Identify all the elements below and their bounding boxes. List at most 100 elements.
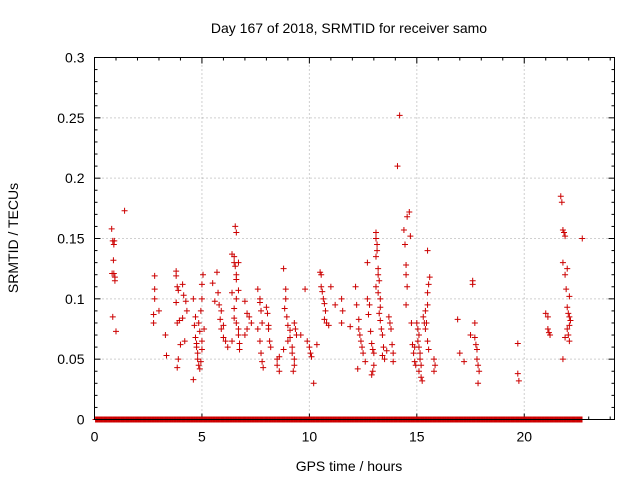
data-point bbox=[424, 247, 431, 254]
data-point bbox=[566, 293, 573, 300]
data-point bbox=[198, 338, 205, 345]
data-point bbox=[318, 271, 325, 278]
data-point bbox=[406, 208, 413, 215]
data-point bbox=[108, 225, 115, 232]
data-point bbox=[313, 341, 320, 348]
data-point bbox=[369, 368, 376, 375]
data-point bbox=[322, 307, 329, 314]
data-point bbox=[471, 334, 478, 341]
data-point bbox=[266, 338, 273, 345]
data-point bbox=[386, 319, 393, 326]
data-point bbox=[290, 368, 297, 375]
data-point bbox=[418, 374, 425, 381]
data-point bbox=[415, 332, 422, 339]
data-point bbox=[259, 319, 266, 326]
data-point bbox=[180, 292, 187, 299]
data-point bbox=[431, 368, 438, 375]
data-point bbox=[183, 307, 190, 314]
data-point bbox=[408, 319, 415, 326]
data-point bbox=[476, 368, 483, 375]
data-point bbox=[284, 338, 291, 345]
data-point bbox=[366, 301, 373, 308]
y-tick-label: 0.25 bbox=[57, 110, 84, 126]
data-point bbox=[364, 295, 371, 302]
data-point bbox=[200, 271, 207, 278]
data-point bbox=[179, 315, 186, 322]
data-point bbox=[194, 356, 201, 363]
data-point bbox=[404, 213, 411, 220]
data-point bbox=[353, 301, 360, 308]
x-tick-label: 10 bbox=[302, 429, 318, 445]
data-point bbox=[388, 326, 395, 332]
data-point bbox=[356, 332, 363, 339]
data-point bbox=[562, 334, 569, 341]
data-point bbox=[338, 319, 345, 326]
x-axis-ticks: 0 5 10 15 20 bbox=[91, 57, 611, 445]
data-point bbox=[233, 276, 240, 283]
data-point bbox=[390, 358, 397, 365]
data-point bbox=[297, 332, 304, 339]
data-point bbox=[121, 207, 128, 214]
data-point bbox=[197, 307, 204, 314]
x-tick-label: 15 bbox=[409, 429, 425, 445]
data-point bbox=[355, 326, 362, 332]
data-point bbox=[360, 350, 367, 357]
data-point bbox=[389, 341, 396, 348]
data-point bbox=[241, 332, 248, 339]
data-point bbox=[280, 346, 287, 353]
data-point bbox=[420, 313, 427, 320]
data-point bbox=[198, 295, 205, 302]
data-point bbox=[403, 301, 410, 308]
data-point bbox=[368, 371, 375, 378]
data-point bbox=[181, 338, 188, 345]
data-point bbox=[562, 271, 569, 278]
data-point bbox=[291, 319, 298, 326]
data-point bbox=[112, 328, 119, 335]
data-point bbox=[308, 353, 315, 360]
data-point bbox=[370, 350, 377, 357]
data-point bbox=[325, 322, 332, 329]
data-point bbox=[229, 338, 236, 345]
data-point bbox=[321, 300, 328, 307]
data-point bbox=[173, 272, 180, 279]
data-point bbox=[267, 344, 274, 351]
data-point bbox=[377, 317, 384, 324]
data-point bbox=[359, 344, 366, 351]
data-point bbox=[224, 344, 231, 351]
data-point bbox=[473, 356, 480, 363]
data-point bbox=[174, 283, 181, 290]
data-point bbox=[175, 356, 182, 363]
data-point bbox=[244, 326, 251, 332]
data-point bbox=[222, 338, 229, 345]
data-point bbox=[190, 376, 197, 383]
chart-title: Day 167 of 2018, SRMTID for receiver sam… bbox=[211, 20, 487, 36]
data-point bbox=[380, 344, 387, 351]
data-point bbox=[394, 163, 401, 170]
data-point bbox=[258, 307, 265, 314]
data-point bbox=[364, 259, 371, 266]
data-point bbox=[163, 352, 170, 359]
data-point bbox=[411, 358, 418, 365]
data-point bbox=[558, 199, 565, 206]
data-point bbox=[191, 322, 198, 329]
y-tick-label: 0.15 bbox=[57, 231, 84, 247]
data-point bbox=[377, 304, 384, 311]
x-tick-label: 20 bbox=[516, 429, 532, 445]
data-point bbox=[173, 299, 180, 306]
data-point bbox=[289, 344, 296, 351]
data-point bbox=[327, 283, 334, 290]
data-point bbox=[425, 281, 432, 288]
data-point bbox=[417, 356, 424, 363]
data-point bbox=[473, 346, 480, 353]
data-point bbox=[565, 332, 572, 339]
data-point bbox=[544, 313, 551, 320]
data-point bbox=[475, 380, 482, 387]
data-point bbox=[302, 286, 309, 293]
data-point bbox=[321, 316, 328, 323]
data-point bbox=[232, 223, 239, 230]
data-point bbox=[217, 316, 224, 323]
data-point bbox=[559, 356, 566, 363]
data-point bbox=[310, 380, 317, 387]
data-point bbox=[424, 301, 431, 308]
data-point bbox=[235, 287, 242, 294]
